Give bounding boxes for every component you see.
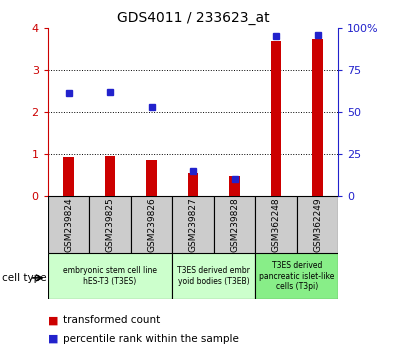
Text: GSM239824: GSM239824 [64, 198, 73, 252]
Text: GSM239828: GSM239828 [230, 198, 239, 252]
Text: cell type: cell type [2, 273, 47, 283]
Text: GSM239827: GSM239827 [189, 198, 197, 252]
Bar [146, 160, 157, 196]
Bar [312, 39, 323, 196]
Bar [271, 41, 281, 196]
Text: ■: ■ [48, 315, 58, 325]
Bar [89, 196, 131, 253]
Bar [63, 156, 74, 196]
Bar [131, 196, 172, 253]
Bar [229, 176, 240, 196]
Bar [48, 196, 89, 253]
Bar [105, 156, 115, 196]
Text: ■: ■ [48, 334, 58, 344]
Text: T3ES derived embr
yoid bodies (T3EB): T3ES derived embr yoid bodies (T3EB) [178, 267, 250, 286]
Text: percentile rank within the sample: percentile rank within the sample [63, 334, 239, 344]
Text: GSM239825: GSM239825 [105, 198, 115, 252]
Title: GDS4011 / 233623_at: GDS4011 / 233623_at [117, 11, 269, 24]
Bar [255, 253, 338, 299]
Bar [188, 173, 198, 196]
Text: embryonic stem cell line
hES-T3 (T3ES): embryonic stem cell line hES-T3 (T3ES) [63, 267, 157, 286]
Bar [172, 196, 214, 253]
Bar [172, 253, 255, 299]
Text: GSM239826: GSM239826 [147, 198, 156, 252]
Bar [297, 196, 338, 253]
Bar [255, 196, 297, 253]
Text: GSM362249: GSM362249 [313, 198, 322, 252]
Bar [214, 196, 255, 253]
Text: GSM362248: GSM362248 [271, 198, 281, 252]
Text: transformed count: transformed count [63, 315, 160, 325]
Text: T3ES derived
pancreatic islet-like
cells (T3pi): T3ES derived pancreatic islet-like cells… [259, 261, 334, 291]
Bar [48, 253, 172, 299]
